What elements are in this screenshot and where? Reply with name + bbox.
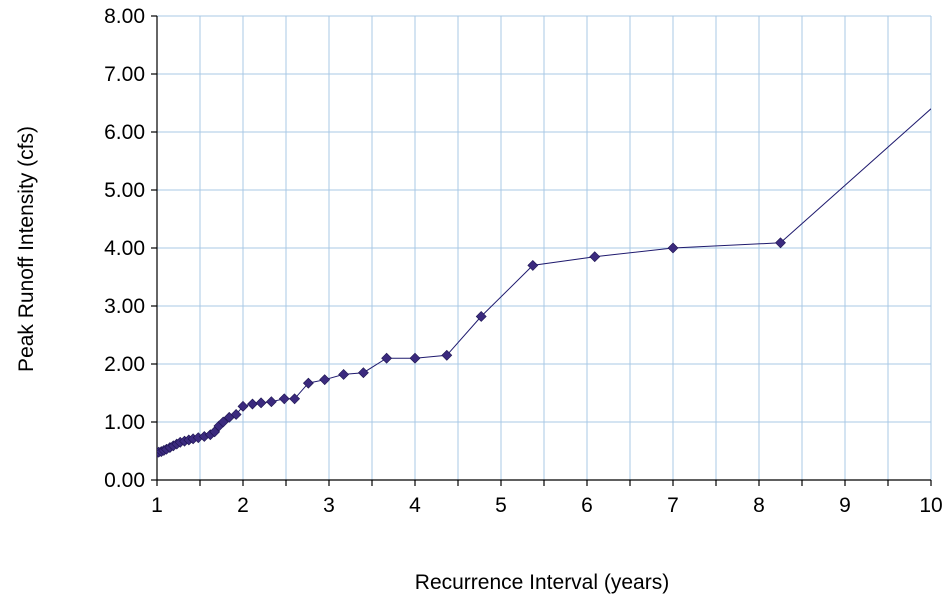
x-tick-label: 3 <box>323 494 335 517</box>
data-point-marker <box>237 400 249 412</box>
x-tick-label: 1 <box>151 494 163 517</box>
data-point-marker <box>265 396 277 408</box>
data-point-marker <box>409 352 421 364</box>
y-tick-label: 0.00 <box>104 469 145 492</box>
x-tick-label: 9 <box>839 494 851 517</box>
data-point-marker <box>589 251 601 263</box>
y-tick-label: 2.00 <box>104 353 145 376</box>
y-tick-label: 7.00 <box>104 63 145 86</box>
data-point-marker <box>381 352 393 364</box>
y-tick-label: 5.00 <box>104 179 145 202</box>
data-point-marker <box>475 311 487 322</box>
data-point-marker <box>217 416 229 428</box>
x-tick-label: 4 <box>409 494 421 517</box>
data-series <box>157 108 931 459</box>
data-point-marker <box>319 374 331 386</box>
data-point-marker <box>230 409 242 420</box>
data-point-marker <box>338 369 350 380</box>
x-tick-label: 7 <box>667 494 679 517</box>
y-tick-label: 3.00 <box>104 295 145 318</box>
y-tick-label: 1.00 <box>104 411 145 434</box>
series-layer <box>157 108 931 459</box>
data-point-marker <box>667 242 679 254</box>
x-tick-label: 6 <box>581 494 593 517</box>
data-point-marker <box>247 398 258 410</box>
x-axis-title: Recurrence Interval (years) <box>415 571 669 594</box>
y-axis-title: Peak Runoff Intensity (cfs) <box>15 126 38 372</box>
data-point-marker <box>775 237 786 249</box>
x-tick-label: 8 <box>753 494 765 517</box>
data-point-marker <box>289 393 301 405</box>
x-tick-label: 10 <box>919 494 942 517</box>
data-point-marker <box>255 397 267 409</box>
y-tick-label: 6.00 <box>104 121 145 144</box>
data-point-marker <box>441 349 453 361</box>
x-tick-label: 2 <box>237 494 249 517</box>
axes <box>151 15 932 486</box>
data-point-marker <box>278 393 290 405</box>
grid-lines <box>157 15 932 480</box>
data-point-marker <box>527 259 539 271</box>
tick-labels: 0.00 1.00 2.00 3.00 4.00 5.00 6.00 7.00 8.00 1 2 3 4… <box>104 5 943 517</box>
x-tick-label: 5 <box>495 494 507 517</box>
y-tick-label: 8.00 <box>104 5 145 28</box>
data-point-marker <box>302 377 314 389</box>
y-tick-label: 4.00 <box>104 237 145 260</box>
data-point-marker <box>357 367 369 379</box>
